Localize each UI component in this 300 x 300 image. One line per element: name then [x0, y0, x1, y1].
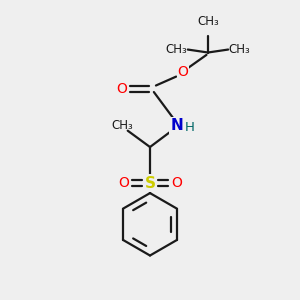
Text: N: N	[170, 118, 183, 133]
Text: O: O	[171, 176, 182, 190]
Text: H: H	[184, 121, 194, 134]
Text: CH₃: CH₃	[197, 15, 219, 28]
Text: CH₃: CH₃	[111, 119, 133, 132]
Text: S: S	[145, 176, 155, 191]
Text: O: O	[177, 65, 188, 79]
Text: CH₃: CH₃	[228, 43, 250, 56]
Text: CH₃: CH₃	[166, 43, 188, 56]
Text: O: O	[116, 82, 127, 96]
Text: O: O	[118, 176, 129, 190]
